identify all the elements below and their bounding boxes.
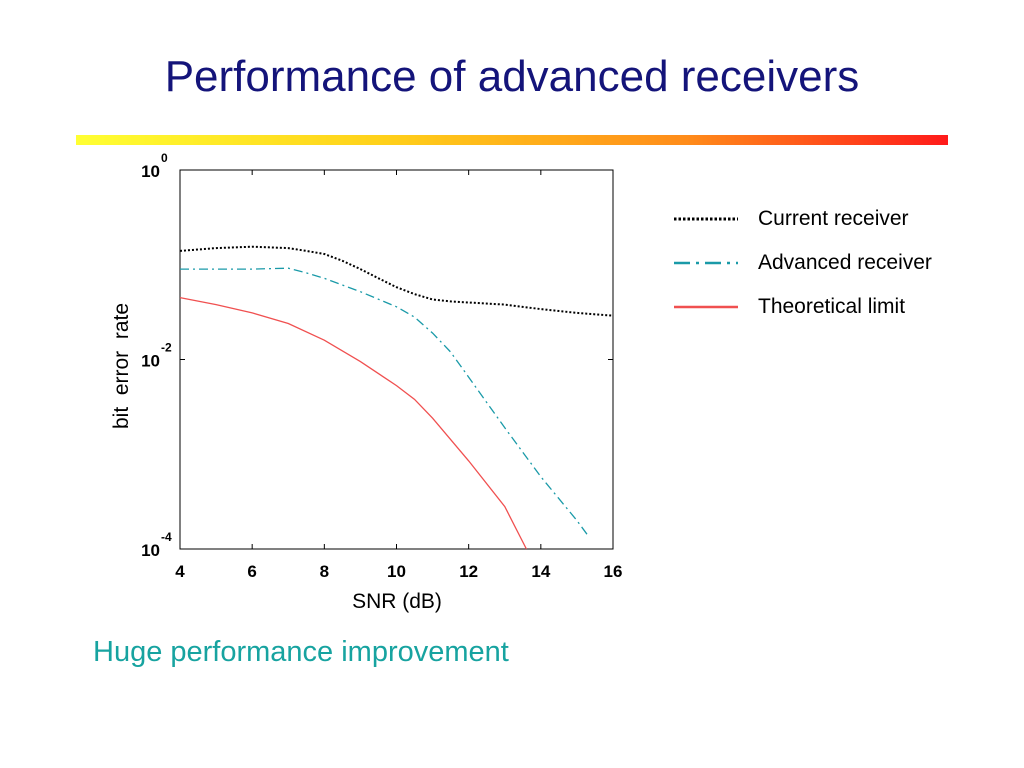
slide-title: Performance of advanced receivers <box>164 52 860 101</box>
x-tick-label: 6 <box>247 562 256 581</box>
x-tick-label: 4 <box>175 562 185 581</box>
y-tick-exponent: 0 <box>161 151 168 165</box>
plot-frame <box>179 169 614 550</box>
series-line-2 <box>180 267 589 536</box>
series-layer <box>179 245 614 550</box>
x-tick-label: 14 <box>531 562 550 581</box>
title-gradient-rule <box>76 135 948 145</box>
y-tick-exponent: -2 <box>161 341 172 355</box>
x-tick-label: 10 <box>387 562 406 581</box>
x-tick-label: 16 <box>604 562 623 581</box>
x-tick-label: 8 <box>320 562 329 581</box>
legend-label-3: Theoretical limit <box>758 295 905 318</box>
legend-label-1: Current receiver <box>758 207 909 230</box>
caption: Huge performance improvement <box>93 636 509 668</box>
y-axis-label: bit error rate <box>110 303 133 429</box>
y-tick-exponent: -4 <box>161 530 172 544</box>
y-tick-label: 10 <box>141 541 160 560</box>
series-line-3 <box>179 296 527 550</box>
y-tick-label: 10 <box>141 352 160 371</box>
series-line-1 <box>179 245 614 317</box>
x-axis-label: SNR (dB) <box>352 590 442 613</box>
legend: Current receiver Advanced receiver Theoret… <box>674 207 932 318</box>
x-tick-label: 12 <box>459 562 478 581</box>
y-tick-label: 10 <box>141 162 160 181</box>
legend-label-2: Advanced receiver <box>758 251 932 274</box>
